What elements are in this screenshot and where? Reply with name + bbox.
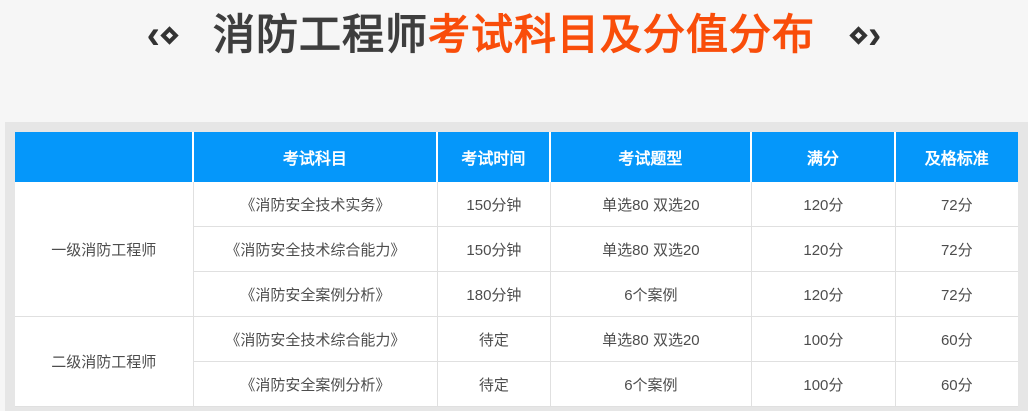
table-header: 考试科目 考试时间 考试题型 满分 及格标准 (15, 132, 1018, 182)
table-row: 《消防安全案例分析》 待定 6个案例 100分 60分 (15, 362, 1018, 407)
page-title-prefix: 消防工程师 (212, 11, 428, 58)
table-row: 二级消防工程师 《消防安全技术综合能力》 待定 单选80 双选20 100分 60分 (15, 317, 1018, 407)
cell-time: 180分钟 (438, 272, 551, 317)
cell-pass: 60分 (895, 362, 1018, 407)
cell-pass: 72分 (895, 182, 1018, 227)
cell-full: 120分 (752, 272, 896, 317)
row-group-label: 一级消防工程师 (15, 182, 194, 317)
header-cell-group (15, 132, 194, 182)
header-cell-full-score: 满分 (752, 132, 896, 182)
cell-pass: 72分 (895, 272, 1018, 317)
table-row: 《消防安全技术综合能力》 150分钟 单选80 双选20 120分 72分 (15, 227, 1018, 272)
cell-type: 6个案例 (550, 272, 753, 317)
cell-type: 单选80 双选20 (550, 317, 753, 362)
cell-subject: 《消防安全案例分析》 (193, 362, 439, 407)
title-band: ‹ 消防工程师考试科目及分值分布 › (0, 0, 1028, 122)
cell-time: 待定 (438, 317, 551, 362)
header-cell-subject: 考试科目 (193, 132, 439, 182)
cell-subject: 《消防安全技术综合能力》 (193, 227, 439, 272)
exam-table-frame: 考试科目 考试时间 考试题型 满分 及格标准 一级消防工程师 《消防安全技术实务》… (5, 122, 1028, 411)
right-decoration: › (849, 6, 881, 64)
cell-subject: 《消防安全技术实务》 (193, 182, 439, 227)
right-chevron-icon: › (868, 13, 882, 57)
cell-full: 120分 (752, 182, 896, 227)
left-chevron-icon: ‹ (146, 13, 160, 57)
cell-subject: 《消防安全案例分析》 (193, 272, 439, 317)
cell-time: 150分钟 (438, 182, 551, 227)
cell-pass: 72分 (895, 227, 1018, 272)
cell-full: 120分 (752, 227, 896, 272)
table-header-row: 考试科目 考试时间 考试题型 满分 及格标准 (15, 132, 1018, 182)
cell-time: 150分钟 (438, 227, 551, 272)
cell-type: 单选80 双选20 (550, 227, 753, 272)
exam-score-table: 考试科目 考试时间 考试题型 满分 及格标准 一级消防工程师 《消防安全技术实务》… (15, 132, 1018, 407)
row-group-label: 二级消防工程师 (15, 317, 194, 407)
header-cell-type: 考试题型 (550, 132, 753, 182)
cell-subject: 《消防安全技术综合能力》 (193, 317, 439, 362)
left-diamond-icon (160, 25, 179, 45)
cell-pass: 60分 (895, 317, 1018, 362)
header-cell-time: 考试时间 (438, 132, 551, 182)
cell-full: 100分 (752, 362, 896, 407)
table-row: 《消防安全案例分析》 180分钟 6个案例 120分 72分 (15, 272, 1018, 317)
title-row: ‹ 消防工程师考试科目及分值分布 › (147, 6, 882, 64)
page-title-highlight: 考试科目及分值分布 (428, 11, 816, 58)
right-diamond-icon (849, 25, 868, 45)
page-title: 消防工程师考试科目及分值分布 (213, 6, 815, 64)
cell-full: 100分 (752, 317, 896, 362)
table-body: 一级消防工程师 《消防安全技术实务》 150分钟 单选80 双选20 120分 72分 《消… (15, 182, 1018, 407)
left-decoration: ‹ (147, 6, 179, 64)
header-cell-pass-standard: 及格标准 (895, 132, 1018, 182)
cell-type: 单选80 双选20 (550, 182, 753, 227)
cell-time: 待定 (438, 362, 551, 407)
cell-type: 6个案例 (550, 362, 753, 407)
table-row: 一级消防工程师 《消防安全技术实务》 150分钟 单选80 双选20 120分 72分 (15, 182, 1018, 317)
